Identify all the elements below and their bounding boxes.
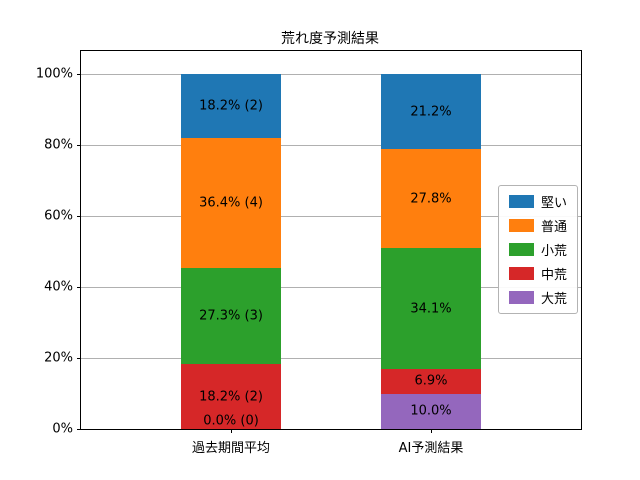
legend-item: 中荒 [508,264,567,283]
bar-segment [381,74,481,150]
segment-label: 6.9% [414,373,448,389]
x-tick-label: 過去期間平均 [191,441,271,456]
legend-label: 大荒 [540,292,567,307]
y-tick-label: 20% [44,350,73,366]
x-tick-label: AI予測結果 [398,441,464,456]
gridline [81,144,581,146]
bar-segment [181,364,281,429]
y-tick-label: 80% [44,137,73,153]
bar-segment [181,267,281,365]
gridline [81,73,581,75]
legend-label: 中荒 [540,268,567,283]
bar-segment [381,369,481,394]
gridline [81,215,581,217]
gridline [81,286,581,288]
legend: 堅い普通小荒中荒大荒 [497,185,578,314]
segment-label: 36.4% (4) [199,195,263,211]
y-tick-mark [77,286,81,288]
segment-label: 27.8% [410,191,452,207]
gridline [81,357,581,359]
bar-segment [181,73,281,139]
y-tick-mark [77,215,81,217]
y-tick-mark [77,357,81,359]
legend-swatch [508,219,534,232]
legend-label: 堅い [540,196,567,211]
legend-item: 大荒 [508,288,567,307]
plot-area: 0% 20% 40% 60% 80% 100% 過去期間平均 0.0% (0) 18.2% (2… [36,50,582,456]
segment-label: 27.3% (3) [199,308,263,324]
bar-segment [381,393,481,429]
y-tick-label: 100% [35,66,73,82]
y-tick-label: 60% [44,208,73,224]
y-tick-mark [77,428,81,430]
segment-label: 21.2% [410,104,452,120]
y-tick-label: 0% [52,421,73,437]
chart-title: 荒れ度予測結果 [281,31,379,47]
legend-swatch [508,267,534,280]
legend-label: 小荒 [540,244,567,259]
y-tick-mark [77,73,81,75]
y-tick-label: 40% [44,279,73,295]
legend-label: 普通 [540,220,567,235]
segment-label: 10.0% [410,403,452,419]
y-tick-mark [77,144,81,146]
bar-segment [381,149,481,248]
segment-label: 34.1% [410,301,452,316]
x-tick-mark [430,429,432,433]
legend-swatch [508,195,534,208]
segment-label: 18.2% (2) [199,389,263,405]
segment-label: 0.0% (0) [203,413,259,429]
legend-swatch [508,243,534,256]
legend-item: 普通 [508,216,567,235]
legend-item: 堅い [508,192,567,211]
legend-swatch [508,291,534,304]
segment-label: 18.2% (2) [199,98,263,114]
bar-segment [381,248,481,370]
legend-item: 小荒 [508,240,567,259]
x-tick-mark [230,429,232,433]
bar-segment [181,138,281,268]
